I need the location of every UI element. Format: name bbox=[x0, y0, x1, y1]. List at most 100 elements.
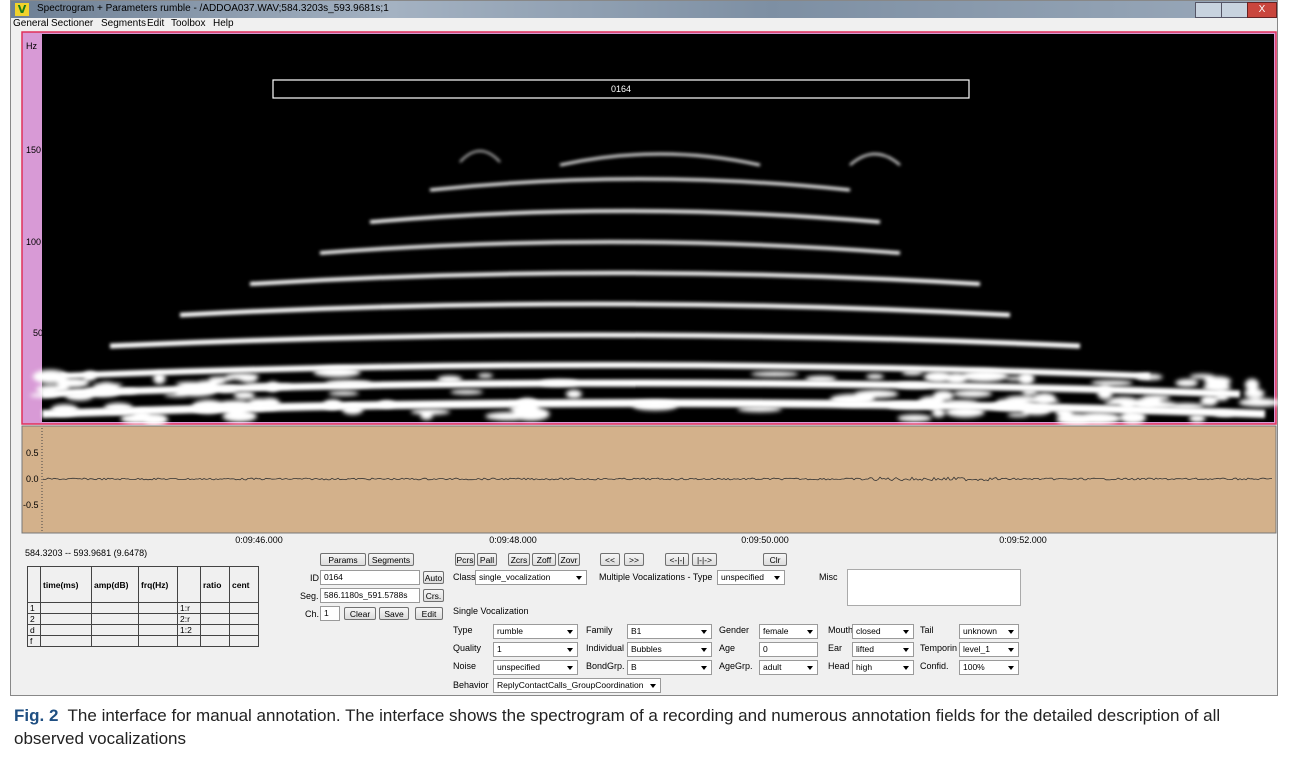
type-select[interactable]: unspecified bbox=[717, 570, 785, 585]
field-label: Ear bbox=[828, 643, 842, 653]
noise-blob bbox=[248, 398, 271, 410]
button[interactable]: Params bbox=[320, 553, 366, 566]
field-select[interactable]: 0 bbox=[759, 642, 818, 657]
field-label: Individual bbox=[586, 643, 624, 653]
menu-item[interactable]: Segments bbox=[101, 18, 146, 29]
noise-blob bbox=[830, 394, 875, 405]
table-header: amp(dB) bbox=[92, 567, 139, 603]
time-tick-label: 0:09:52.000 bbox=[999, 535, 1047, 545]
field-select[interactable]: 100% bbox=[959, 660, 1019, 675]
noise-blob bbox=[324, 399, 342, 409]
field-select[interactable]: level_1 bbox=[959, 642, 1019, 657]
button[interactable]: Pcrs bbox=[455, 553, 475, 566]
noise-blob bbox=[478, 373, 493, 378]
button[interactable]: Edit bbox=[415, 607, 443, 620]
field-select[interactable]: high bbox=[852, 660, 914, 675]
noise-blob bbox=[30, 393, 59, 397]
noise-blob bbox=[924, 371, 952, 383]
noise-blob bbox=[244, 384, 292, 388]
noise-blob bbox=[1216, 393, 1229, 401]
button[interactable]: Segments bbox=[368, 553, 414, 566]
button[interactable]: Save bbox=[379, 607, 409, 620]
class-select[interactable]: single_vocalization bbox=[475, 570, 587, 585]
button[interactable]: Zoff bbox=[532, 553, 556, 566]
noise-blob bbox=[1136, 374, 1163, 380]
y-tick-label: 100 bbox=[26, 237, 41, 247]
noise-blob bbox=[226, 373, 259, 380]
noise-blob bbox=[1245, 379, 1259, 391]
noise-blob bbox=[313, 367, 360, 377]
noise-blob bbox=[1190, 374, 1215, 379]
button[interactable]: Crs. bbox=[423, 589, 444, 602]
field-label: ID bbox=[310, 573, 319, 583]
button[interactable]: Auto bbox=[423, 571, 444, 584]
field-select[interactable]: adult bbox=[759, 660, 818, 675]
seg-input[interactable]: 586.1180s_591.5788s bbox=[320, 588, 420, 603]
noise-blob bbox=[898, 414, 932, 421]
noise-blob bbox=[1018, 372, 1034, 384]
noise-blob bbox=[902, 370, 923, 375]
noise-blob bbox=[961, 370, 1008, 382]
menu-item[interactable]: Toolbox bbox=[171, 18, 205, 29]
button[interactable]: >> bbox=[624, 553, 644, 566]
field-select[interactable]: B1 bbox=[627, 624, 712, 639]
noise-blob bbox=[1215, 412, 1233, 416]
noise-blob bbox=[94, 382, 118, 396]
field-label: Misc bbox=[819, 572, 838, 582]
misc-field[interactable] bbox=[847, 569, 1021, 606]
channel-input[interactable]: 1 bbox=[320, 606, 340, 621]
noise-blob bbox=[897, 383, 930, 388]
field-select[interactable]: unknown bbox=[959, 624, 1019, 639]
y-tick-label: 0.0 bbox=[26, 474, 39, 484]
button[interactable]: Clear bbox=[344, 607, 376, 620]
noise-blob bbox=[946, 407, 985, 418]
button[interactable]: <-|-| bbox=[665, 553, 689, 566]
field-label: Multiple Vocalizations - Type bbox=[599, 572, 712, 582]
field-select[interactable]: rumble bbox=[493, 624, 578, 639]
field-select[interactable]: closed bbox=[852, 624, 914, 639]
menu-item[interactable]: Help bbox=[213, 18, 234, 29]
field-label: Ch. bbox=[305, 609, 319, 619]
field-label: Quality bbox=[453, 643, 481, 653]
noise-blob bbox=[1022, 406, 1051, 415]
button[interactable]: Pall bbox=[477, 553, 497, 566]
button[interactable]: Zovr bbox=[558, 553, 580, 566]
field-select[interactable]: female bbox=[759, 624, 818, 639]
menu-item[interactable]: Edit bbox=[147, 18, 164, 29]
id-input[interactable]: 0164 bbox=[320, 570, 420, 585]
y-tick-label: 0.5 bbox=[26, 448, 39, 458]
noise-blob bbox=[33, 370, 68, 384]
button[interactable]: Zcrs bbox=[508, 553, 530, 566]
field-select[interactable]: Bubbles bbox=[627, 642, 712, 657]
row-label: f bbox=[28, 636, 41, 647]
field-label: AgeGrp. bbox=[719, 661, 753, 671]
range-text: 584.3203 -- 593.9681 (9.6478) bbox=[25, 548, 147, 558]
field-select[interactable]: B bbox=[627, 660, 712, 675]
field-label: Family bbox=[586, 625, 613, 635]
y-tick-label: 50 bbox=[33, 328, 43, 338]
measurement-table: time(ms) amp(dB) frq(Hz) ratio cent 11:r… bbox=[27, 566, 291, 647]
field-label: Head bbox=[828, 661, 850, 671]
noise-blob bbox=[84, 371, 97, 380]
menu-item[interactable]: General bbox=[13, 18, 49, 29]
behavior-select[interactable]: ReplyContactCalls_GroupCoordination bbox=[493, 678, 661, 693]
field-label: Temporin bbox=[920, 643, 957, 653]
noise-blob bbox=[342, 404, 363, 414]
field-select[interactable]: lifted bbox=[852, 642, 914, 657]
noise-blob bbox=[450, 390, 482, 395]
noise-blob bbox=[1175, 379, 1198, 387]
menu-item[interactable]: Sectioner bbox=[51, 18, 93, 29]
section-heading: Single Vocalization bbox=[453, 606, 529, 616]
field-label: Seg. bbox=[300, 591, 319, 601]
noise-blob bbox=[379, 401, 394, 407]
table-header: time(ms) bbox=[41, 567, 92, 603]
noise-blob bbox=[946, 401, 978, 405]
field-select[interactable]: unspecified bbox=[493, 660, 578, 675]
button[interactable]: Clr bbox=[763, 553, 787, 566]
button[interactable]: << bbox=[600, 553, 620, 566]
noise-blob bbox=[192, 400, 225, 414]
segment-label: 0164 bbox=[611, 84, 631, 94]
button[interactable]: |-|-> bbox=[692, 553, 717, 566]
table-header: frq(Hz) bbox=[139, 567, 178, 603]
field-select[interactable]: 1 bbox=[493, 642, 578, 657]
